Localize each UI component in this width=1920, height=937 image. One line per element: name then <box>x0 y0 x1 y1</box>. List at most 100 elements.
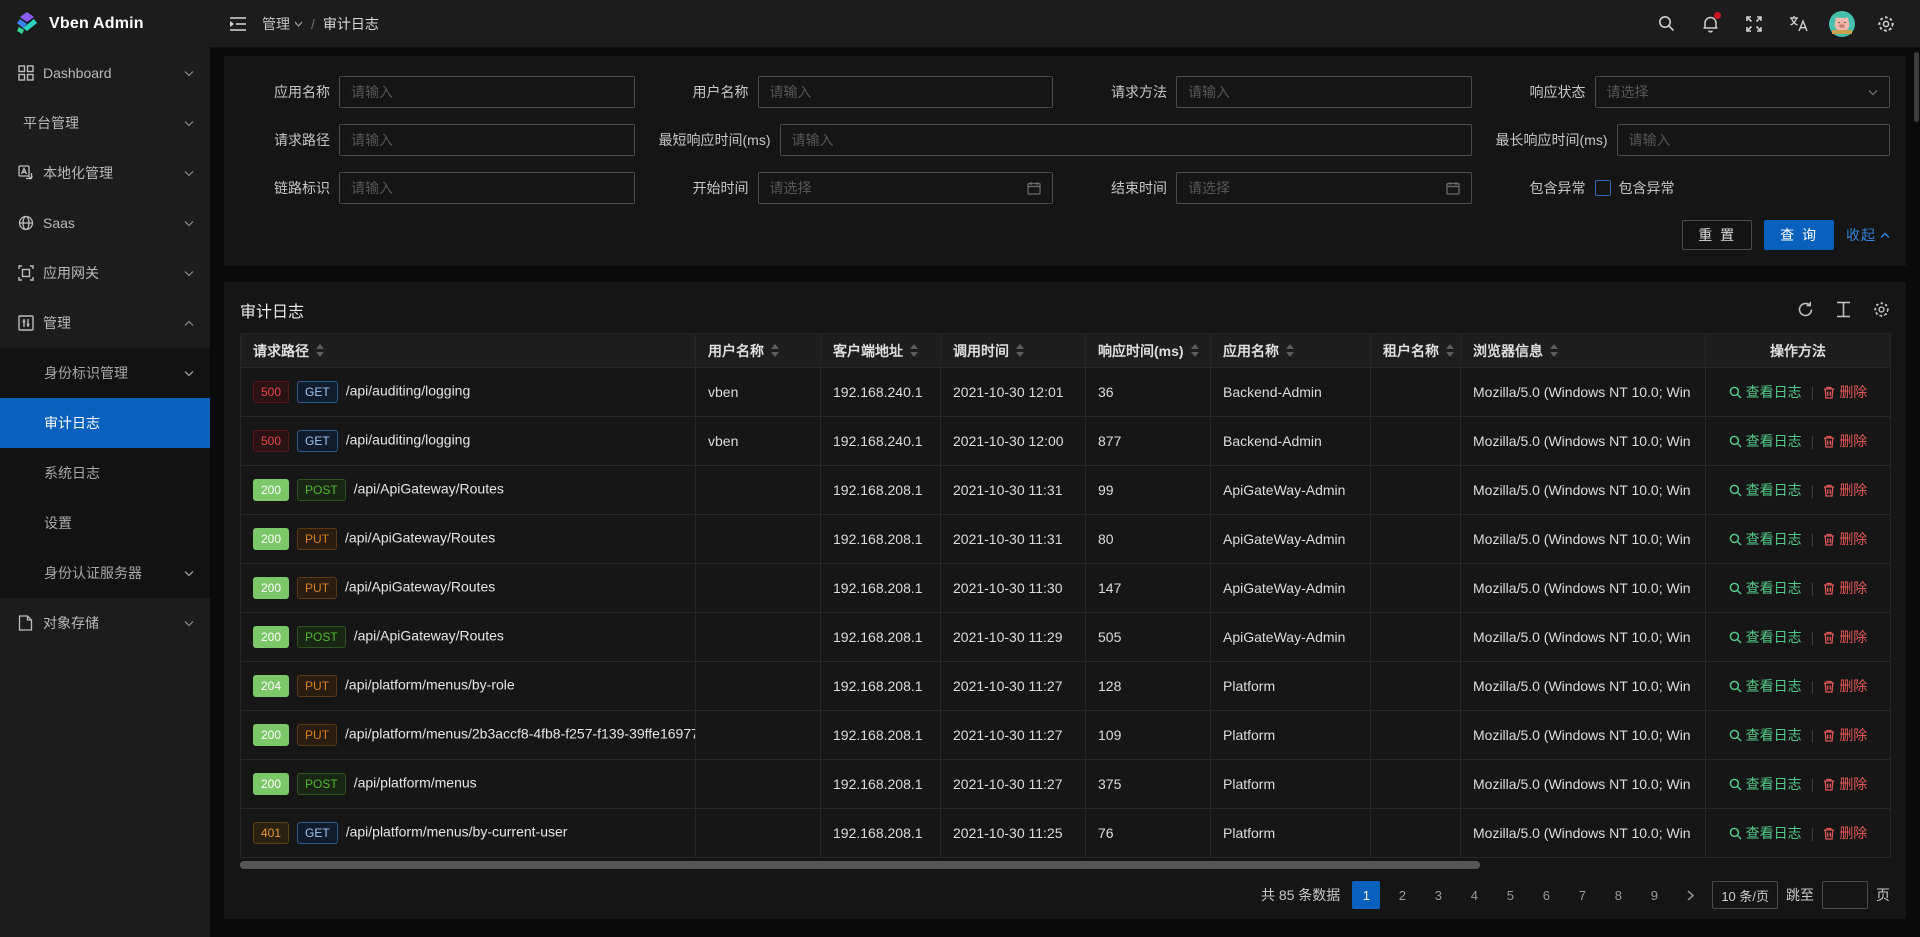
column-header-租户名称[interactable]: 租户名称 <box>1370 333 1461 368</box>
sort-asc-icon[interactable] <box>1016 344 1024 349</box>
settings-icon[interactable] <box>1873 301 1890 318</box>
breadcrumb-root[interactable]: 管理 <box>262 14 303 34</box>
view-log-button[interactable]: 查看日志 <box>1729 676 1802 696</box>
sort-desc-icon[interactable] <box>1190 352 1199 357</box>
sidebar-fold-icon[interactable] <box>222 8 254 40</box>
page-button-1[interactable]: 1 <box>1352 881 1381 909</box>
input-链路标识[interactable]: 请输入 <box>339 172 635 204</box>
view-log-button[interactable]: 查看日志 <box>1729 725 1802 745</box>
gear-icon[interactable] <box>1866 0 1906 48</box>
sidebar-subitem-设置[interactable]: 设置 <box>0 498 210 548</box>
refresh-icon[interactable] <box>1797 301 1814 318</box>
column-header-用户名称[interactable]: 用户名称 <box>695 333 821 368</box>
sort-desc-icon[interactable] <box>1550 352 1558 357</box>
page-size-select[interactable]: 10 条/页 <box>1712 881 1778 909</box>
fullscreen-icon[interactable] <box>1734 0 1774 48</box>
reset-button[interactable]: 重 置 <box>1682 220 1753 250</box>
sidebar-item-Dashboard[interactable]: Dashboard <box>0 48 210 98</box>
input-最短响应时间(ms)[interactable]: 请输入 <box>779 124 1472 156</box>
jump-page-input[interactable] <box>1822 881 1868 909</box>
sidebar-subitem-身份认证服务器[interactable]: 身份认证服务器 <box>0 548 210 598</box>
row-height-icon[interactable] <box>1836 301 1851 318</box>
view-log-button[interactable]: 查看日志 <box>1729 431 1802 451</box>
sort-asc-icon[interactable] <box>1550 344 1558 349</box>
select-响应状态[interactable]: 请选择 <box>1594 76 1890 108</box>
sidebar-item-应用网关[interactable]: 应用网关 <box>0 248 210 298</box>
input-应用名称[interactable]: 请输入 <box>339 76 635 108</box>
sidebar-subitem-审计日志[interactable]: 审计日志 <box>0 398 210 448</box>
column-header-浏览器信息[interactable]: 浏览器信息 <box>1460 333 1706 368</box>
sort-asc-icon[interactable] <box>771 344 779 349</box>
sort-icons[interactable] <box>771 344 779 357</box>
sort-asc-icon[interactable] <box>910 344 918 349</box>
sort-desc-icon[interactable] <box>1016 352 1024 357</box>
sort-icons[interactable] <box>1446 344 1454 357</box>
view-log-button[interactable]: 查看日志 <box>1729 578 1802 598</box>
sort-asc-icon[interactable] <box>316 344 324 349</box>
column-header-应用名称[interactable]: 应用名称 <box>1210 333 1371 368</box>
sidebar-item-本地化管理[interactable]: 本地化管理 <box>0 148 210 198</box>
sort-icons[interactable] <box>1190 344 1199 357</box>
next-page-button[interactable] <box>1676 881 1704 909</box>
sort-asc-icon[interactable] <box>1286 344 1294 349</box>
sort-asc-icon[interactable] <box>1190 344 1199 349</box>
input-请求方法[interactable]: 请输入 <box>1176 76 1472 108</box>
delete-button[interactable]: 删除 <box>1823 480 1867 500</box>
page-button-7[interactable]: 7 <box>1578 887 1586 903</box>
datepicker-结束时间[interactable]: 请选择 <box>1176 172 1472 204</box>
input-请求路径[interactable]: 请输入 <box>339 124 635 156</box>
sort-asc-icon[interactable] <box>1446 344 1454 349</box>
delete-button[interactable]: 删除 <box>1823 627 1867 647</box>
exception-checkbox[interactable] <box>1594 180 1611 196</box>
horizontal-scrollbar[interactable] <box>240 861 1480 869</box>
delete-button[interactable]: 删除 <box>1823 725 1867 745</box>
delete-button[interactable]: 删除 <box>1823 578 1867 598</box>
delete-button[interactable]: 删除 <box>1823 529 1867 549</box>
sort-desc-icon[interactable] <box>910 352 918 357</box>
view-log-button[interactable]: 查看日志 <box>1729 529 1802 549</box>
sidebar-item-管理[interactable]: 管理 <box>0 298 210 348</box>
delete-button[interactable]: 删除 <box>1823 676 1867 696</box>
input-最长响应时间(ms)[interactable]: 请输入 <box>1616 124 1890 156</box>
page-button-8[interactable]: 8 <box>1614 887 1622 903</box>
sort-icons[interactable] <box>316 344 324 357</box>
datepicker-开始时间[interactable]: 请选择 <box>757 172 1053 204</box>
sort-icons[interactable] <box>1016 344 1024 357</box>
sort-desc-icon[interactable] <box>316 352 324 357</box>
input-用户名称[interactable]: 请输入 <box>757 76 1053 108</box>
sidebar-item-Saas[interactable]: Saas <box>0 198 210 248</box>
delete-button[interactable]: 删除 <box>1823 431 1867 451</box>
bell-icon[interactable] <box>1690 0 1730 48</box>
page-button-4[interactable]: 4 <box>1470 887 1478 903</box>
sort-desc-icon[interactable] <box>1446 352 1454 357</box>
avatar[interactable] <box>1822 0 1862 48</box>
delete-button[interactable]: 删除 <box>1823 774 1867 794</box>
vertical-scrollbar[interactable] <box>1914 52 1919 122</box>
sort-desc-icon[interactable] <box>771 352 779 357</box>
sort-icons[interactable] <box>1550 344 1558 357</box>
search-icon[interactable] <box>1646 0 1686 48</box>
page-button-9[interactable]: 9 <box>1650 887 1658 903</box>
view-log-button[interactable]: 查看日志 <box>1729 480 1802 500</box>
sidebar-item-平台管理[interactable]: 平台管理 <box>0 98 210 148</box>
page-button-2[interactable]: 2 <box>1398 887 1406 903</box>
view-log-button[interactable]: 查看日志 <box>1729 627 1802 647</box>
sidebar-item-对象存储[interactable]: 对象存储 <box>0 598 210 648</box>
sort-icons[interactable] <box>1286 344 1294 357</box>
view-log-button[interactable]: 查看日志 <box>1729 823 1802 843</box>
column-header-请求路径[interactable]: 请求路径 <box>240 333 696 368</box>
collapse-link[interactable]: 收起 <box>1846 225 1890 245</box>
page-button-3[interactable]: 3 <box>1434 887 1442 903</box>
sort-desc-icon[interactable] <box>1286 352 1294 357</box>
view-log-button[interactable]: 查看日志 <box>1729 382 1802 402</box>
search-button[interactable]: 查 询 <box>1764 220 1834 250</box>
delete-button[interactable]: 删除 <box>1823 823 1867 843</box>
app-logo[interactable]: Vben Admin <box>0 0 210 48</box>
sidebar-subitem-系统日志[interactable]: 系统日志 <box>0 448 210 498</box>
column-header-响应时间(ms)[interactable]: 响应时间(ms) <box>1085 333 1211 368</box>
page-button-5[interactable]: 5 <box>1506 887 1514 903</box>
column-header-客户端地址[interactable]: 客户端地址 <box>820 333 941 368</box>
view-log-button[interactable]: 查看日志 <box>1729 774 1802 794</box>
delete-button[interactable]: 删除 <box>1823 382 1867 402</box>
translate-icon[interactable] <box>1778 0 1818 48</box>
